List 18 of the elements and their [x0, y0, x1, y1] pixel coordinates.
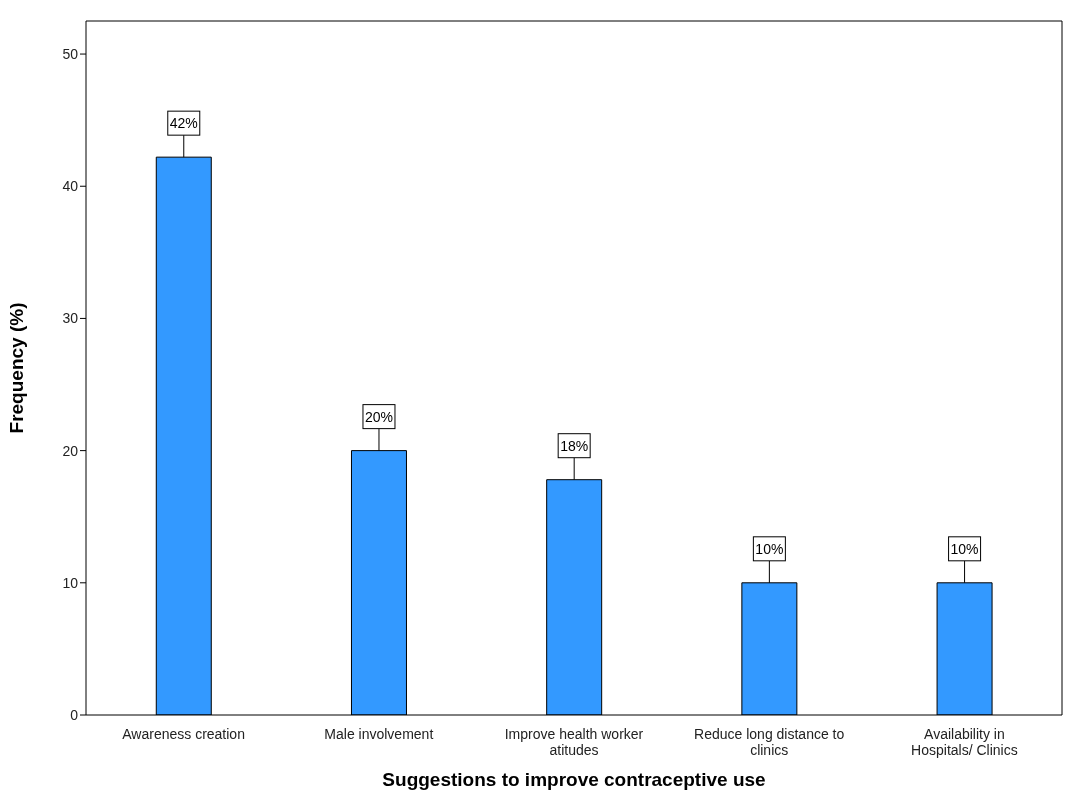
data-label: 42% — [169, 115, 198, 132]
x-tick-label: Reduce long distance to clinics — [694, 726, 845, 758]
y-tick-label: 40 — [62, 178, 79, 195]
y-tick-label: 30 — [62, 310, 79, 327]
data-label: 10% — [755, 540, 784, 557]
y-tick-label: 10 — [62, 574, 79, 591]
x-tick-label: Availability in Hospitals/ Clinics — [911, 726, 1018, 758]
x-axis-title: Suggestions to improve contraceptive use — [382, 769, 766, 790]
y-axis-title: Frequency (%) — [5, 302, 27, 434]
x-tick-label: Improve health worker atitudes — [504, 726, 644, 758]
y-tick-label: 0 — [70, 706, 79, 723]
x-tick-label: Awareness creation — [122, 726, 245, 742]
data-label: 18% — [560, 437, 589, 454]
y-tick-label: 20 — [62, 442, 79, 459]
y-tick-label: 50 — [62, 46, 79, 63]
data-label: 10% — [950, 540, 979, 557]
x-tick-label: Male involvement — [324, 726, 434, 742]
data-label: 20% — [364, 408, 393, 425]
